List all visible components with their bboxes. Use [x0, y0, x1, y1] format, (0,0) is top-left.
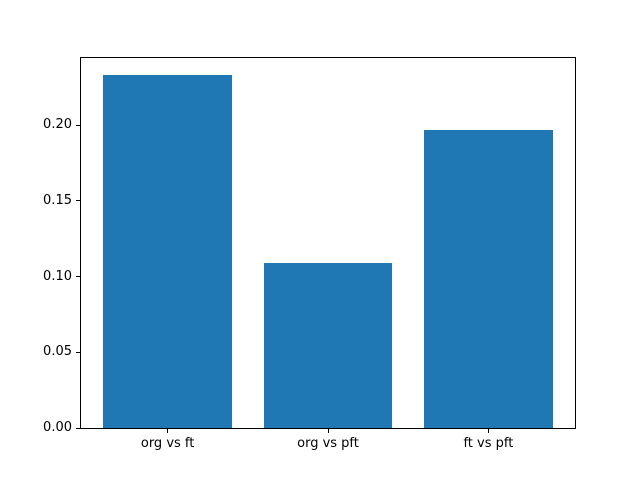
- y-tick-label: 0.10: [43, 268, 72, 284]
- bar-ft-vs-pft: [424, 129, 553, 428]
- bar-org-vs-ft: [103, 75, 232, 428]
- x-tick-label: org vs ft: [140, 436, 195, 451]
- y-tick-mark: [76, 351, 80, 353]
- y-tick-label: 0.15: [43, 192, 72, 208]
- x-tick-mark: [487, 429, 489, 433]
- plot-area: [80, 57, 576, 429]
- bar-org-vs-pft: [263, 262, 393, 428]
- y-tick-mark: [76, 276, 80, 278]
- x-tick-label: org vs pft: [297, 436, 359, 451]
- y-tick-mark: [76, 124, 80, 126]
- y-tick-mark: [76, 427, 80, 429]
- y-tick-mark: [76, 200, 80, 202]
- x-tick-mark: [167, 429, 169, 433]
- y-tick-label: 0.00: [43, 420, 72, 435]
- x-tick-label: ft vs pft: [463, 436, 514, 451]
- y-tick-label: 0.05: [43, 344, 72, 360]
- y-tick-label: 0.20: [43, 117, 72, 133]
- x-tick-mark: [327, 429, 329, 433]
